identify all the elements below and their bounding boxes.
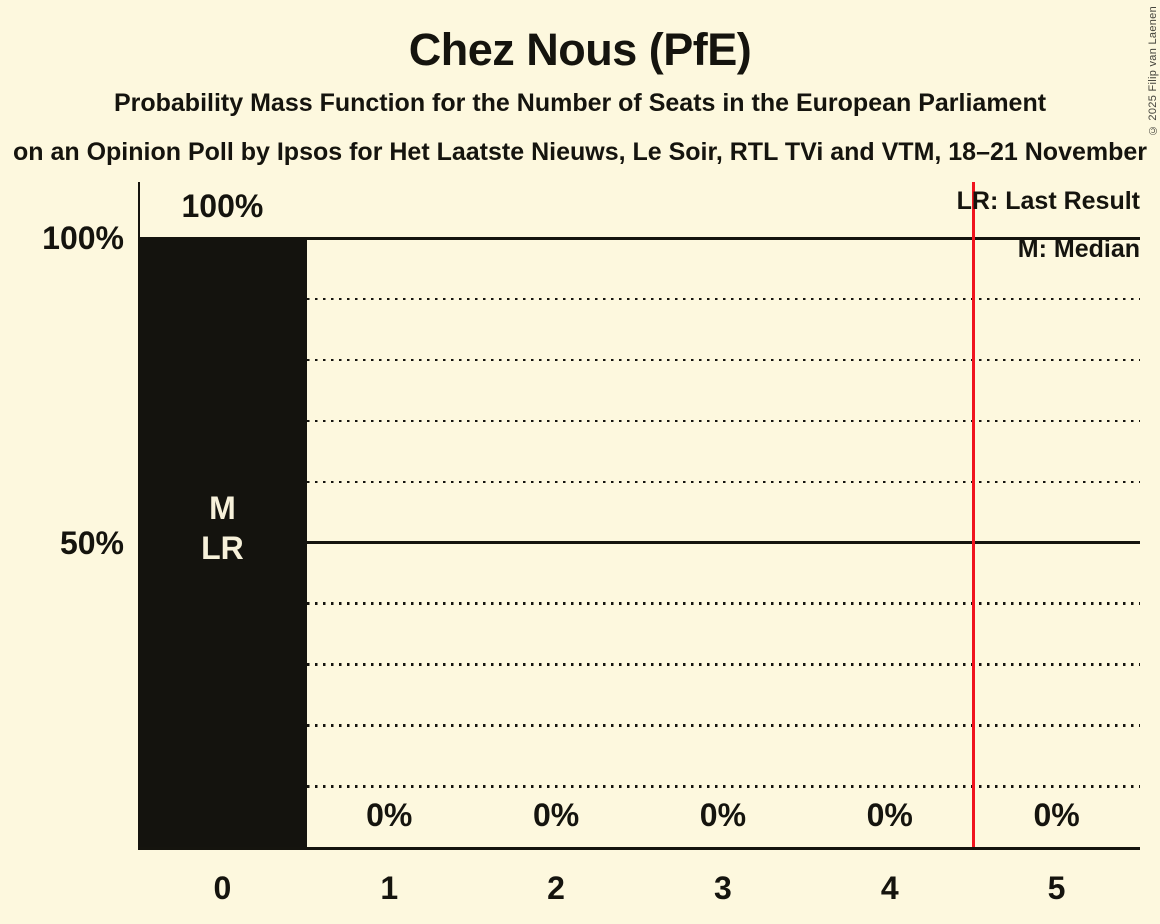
gridline-dotted-30 <box>139 663 1140 666</box>
gridline-dotted-90 <box>139 297 1140 301</box>
gridline-dotted-40 <box>139 602 1140 605</box>
gridline-dotted-20 <box>139 724 1140 727</box>
gridline-dotted-10 <box>139 785 1140 788</box>
x-tick-label: 5 <box>1047 870 1066 906</box>
x-tick-label: 1 <box>380 870 399 906</box>
x-axis-line <box>138 847 1140 850</box>
bar-value-label: 0% <box>699 797 747 833</box>
y-axis-label-100: 100% <box>42 220 124 256</box>
bar-annotation-lr: LR <box>201 530 244 566</box>
x-tick-label: 4 <box>880 870 899 906</box>
bar-value-label: 100% <box>181 188 264 224</box>
x-tick-label: 0 <box>213 870 232 906</box>
gridline-dotted-70 <box>139 419 1140 423</box>
median-last-result-marker: M LR <box>142 488 302 568</box>
probability-bar-0 <box>140 238 307 847</box>
bar-value-label: 0% <box>866 797 913 833</box>
chart-title: Chez Nous (PfE) <box>408 24 752 75</box>
gridline-dotted-60 <box>139 480 1140 484</box>
gridline-solid-50 <box>139 541 1140 544</box>
x-tick-label: 2 <box>547 870 565 906</box>
x-tick-label: 3 <box>714 870 732 906</box>
bar-annotation-m: M <box>209 490 236 526</box>
y-axis-line <box>138 182 140 850</box>
legend-median: M: Median <box>1017 235 1140 263</box>
bar-value-label: 0% <box>1033 797 1080 833</box>
source-attribution-line: on an Opinion Poll by Ipsos for Het Laat… <box>12 138 1148 166</box>
y-axis-label-50: 50% <box>59 524 124 561</box>
threshold-line <box>971 182 975 847</box>
bar-value-label: 0% <box>366 797 413 833</box>
gridline-solid-100 <box>139 236 1140 240</box>
gridline-dotted-80 <box>139 358 1140 362</box>
copyright-notice: © 2025 Filip van Laenen <box>1147 6 1159 137</box>
legend-last-result: LR: Last Result <box>956 187 1140 215</box>
bar-value-label: 0% <box>532 797 580 833</box>
chart-subtitle: Probability Mass Function for the Number… <box>113 89 1047 117</box>
